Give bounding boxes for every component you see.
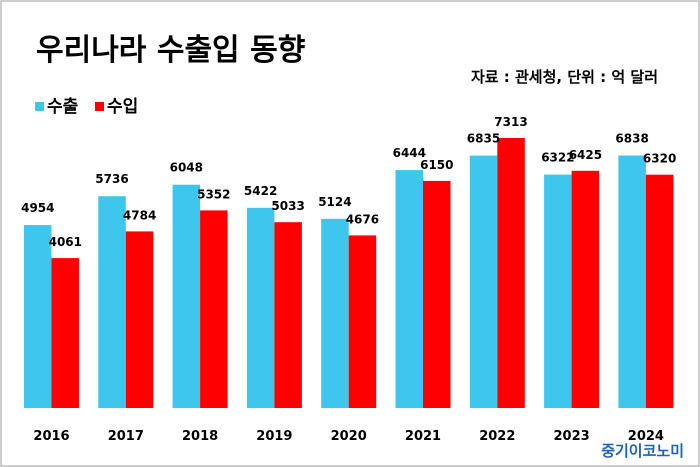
value-label-import-2022: 7313 xyxy=(494,115,527,129)
value-label-export-2022: 6835 xyxy=(467,132,500,146)
bar-export-2018 xyxy=(172,184,201,408)
bars xyxy=(24,138,674,408)
bar-import-2023 xyxy=(571,170,600,408)
bar-import-2018 xyxy=(200,210,228,408)
x-tick-2024: 2024 xyxy=(628,429,664,444)
value-label-export-2019: 5422 xyxy=(244,184,277,198)
bar-export-2023 xyxy=(544,174,572,408)
legend-swatch-export xyxy=(35,102,44,111)
legend-label-export: 수출 xyxy=(47,97,79,117)
value-label-import-2019: 5033 xyxy=(271,199,304,213)
x-axis-ticks: 2016 2017 2018 2019 2020 2021 2022 2023 2024 xyxy=(33,429,664,444)
bar-export-2024 xyxy=(618,155,646,408)
value-label-export-2016: 4954 xyxy=(21,201,54,215)
value-label-import-2020: 4676 xyxy=(346,212,379,226)
brand-logo: 중기이코노미 xyxy=(601,442,684,460)
bar-export-2021 xyxy=(395,170,423,408)
x-tick-2020: 2020 xyxy=(331,429,367,444)
value-label-export-2021: 6444 xyxy=(393,146,426,160)
chart-title: 우리나라 수출입 동향 xyxy=(36,33,305,68)
bar-import-2017 xyxy=(125,231,154,408)
bar-export-2017 xyxy=(98,196,126,408)
value-label-export-2024: 6838 xyxy=(615,132,648,146)
source-note: 자료 : 관세청, 단위 : 억 달러 xyxy=(471,68,658,86)
x-tick-2017: 2017 xyxy=(108,429,144,444)
value-label-import-2024: 6320 xyxy=(643,152,676,166)
bar-import-2022 xyxy=(497,138,525,408)
x-tick-2016: 2016 xyxy=(33,429,69,444)
value-label-import-2017: 4784 xyxy=(123,208,156,222)
legend-label-import: 수입 xyxy=(107,97,138,117)
bar-import-2016 xyxy=(51,258,79,408)
value-label-import-2023: 6425 xyxy=(569,148,602,162)
x-tick-2018: 2018 xyxy=(182,429,218,444)
value-label-export-2018: 6048 xyxy=(170,161,203,175)
legend-swatch-import xyxy=(95,102,104,111)
bar-export-2022 xyxy=(469,155,498,408)
bar-export-2016 xyxy=(24,225,52,408)
value-label-export-2017: 5736 xyxy=(95,172,128,186)
bar-import-2021 xyxy=(423,180,451,408)
value-label-export-2020: 5124 xyxy=(318,195,351,209)
x-tick-2022: 2022 xyxy=(479,429,515,444)
bar-import-2020 xyxy=(348,235,377,408)
value-label-import-2018: 5352 xyxy=(197,187,230,201)
bar-export-2019 xyxy=(246,207,275,408)
x-tick-2019: 2019 xyxy=(256,429,292,444)
value-label-import-2016: 4061 xyxy=(49,235,82,249)
bar-import-2024 xyxy=(645,174,674,408)
value-label-export-2023: 6322 xyxy=(541,151,574,165)
bar-import-2019 xyxy=(274,222,302,408)
legend: 수출 수입 xyxy=(35,97,138,117)
x-tick-2023: 2023 xyxy=(554,429,590,444)
x-tick-2021: 2021 xyxy=(405,429,441,444)
bar-export-2020 xyxy=(321,218,349,408)
value-label-import-2021: 6150 xyxy=(420,158,453,172)
